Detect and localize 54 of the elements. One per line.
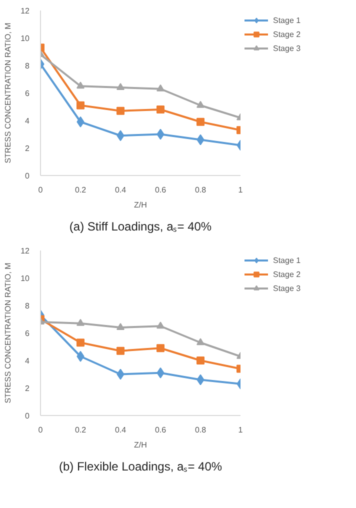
- point: [116, 82, 124, 90]
- y-tick-label: 6: [25, 89, 30, 98]
- x-tick-label: 0.8: [194, 186, 207, 194]
- legend-label: Stage 3: [273, 282, 301, 294]
- legend-label: Stage 3: [273, 42, 301, 54]
- point: [116, 322, 124, 330]
- x-tick-label: 0: [38, 186, 44, 194]
- x-tick-label: 0.2: [74, 426, 87, 434]
- point: [196, 338, 204, 346]
- x-axis-title: Z/H: [134, 440, 148, 450]
- point: [196, 356, 204, 364]
- y-tick-label: 0: [25, 412, 30, 420]
- point: [156, 344, 164, 352]
- point: [76, 338, 84, 347]
- legend-label: Stage 2: [273, 268, 301, 280]
- x-tick-label: 0: [38, 426, 44, 434]
- point: [76, 101, 84, 110]
- y-tick-label: 8: [25, 62, 30, 70]
- point: [76, 318, 84, 326]
- x-tick-label: 0.6: [154, 426, 167, 434]
- y-tick-label: 6: [25, 329, 30, 338]
- point: [196, 118, 204, 126]
- y-tick-label: 4: [25, 356, 30, 366]
- point: [116, 106, 124, 115]
- y-tick-label: 2: [25, 384, 30, 393]
- y-tick-label: 4: [25, 116, 30, 126]
- x-tick-label: 0.6: [154, 186, 167, 194]
- point: [116, 346, 124, 355]
- x-tick-label: 1: [238, 186, 244, 194]
- y-tick-label: 8: [25, 302, 30, 310]
- legend-label: Stage 1: [273, 254, 301, 266]
- x-tick-label: 0.4: [114, 426, 127, 434]
- y-tick-label: 12: [20, 6, 30, 16]
- x-tick-label: 0.8: [194, 426, 207, 434]
- x-tick-label: 0.4: [114, 186, 127, 194]
- y-tick-label: 2: [25, 144, 30, 153]
- y-axis-title: STRESS CONCENTRATION RATIO, M: [4, 22, 13, 164]
- legend-label: Stage 1: [273, 14, 301, 26]
- y-tick-label: 10: [20, 274, 30, 283]
- x-tick-label: 0.2: [74, 186, 87, 194]
- text: (a) Stiff Loadings, aₛ= 40%: [69, 220, 212, 234]
- y-tick-label: 10: [20, 34, 30, 43]
- x-tick-label: 1: [238, 426, 244, 434]
- text: (b) Flexible Loadings, aₛ= 40%: [58, 460, 222, 474]
- point: [196, 100, 204, 108]
- x-axis-title: Z/H: [134, 200, 148, 210]
- point: [76, 82, 84, 89]
- y-tick-label: 12: [20, 246, 30, 256]
- point: [156, 106, 164, 114]
- y-axis-title: STRESS CONCENTRATION RATIO, M: [4, 262, 13, 404]
- point: [156, 84, 164, 92]
- legend-label: Stage 2: [273, 28, 301, 40]
- y-tick-label: 0: [25, 172, 30, 180]
- point: [156, 322, 164, 329]
